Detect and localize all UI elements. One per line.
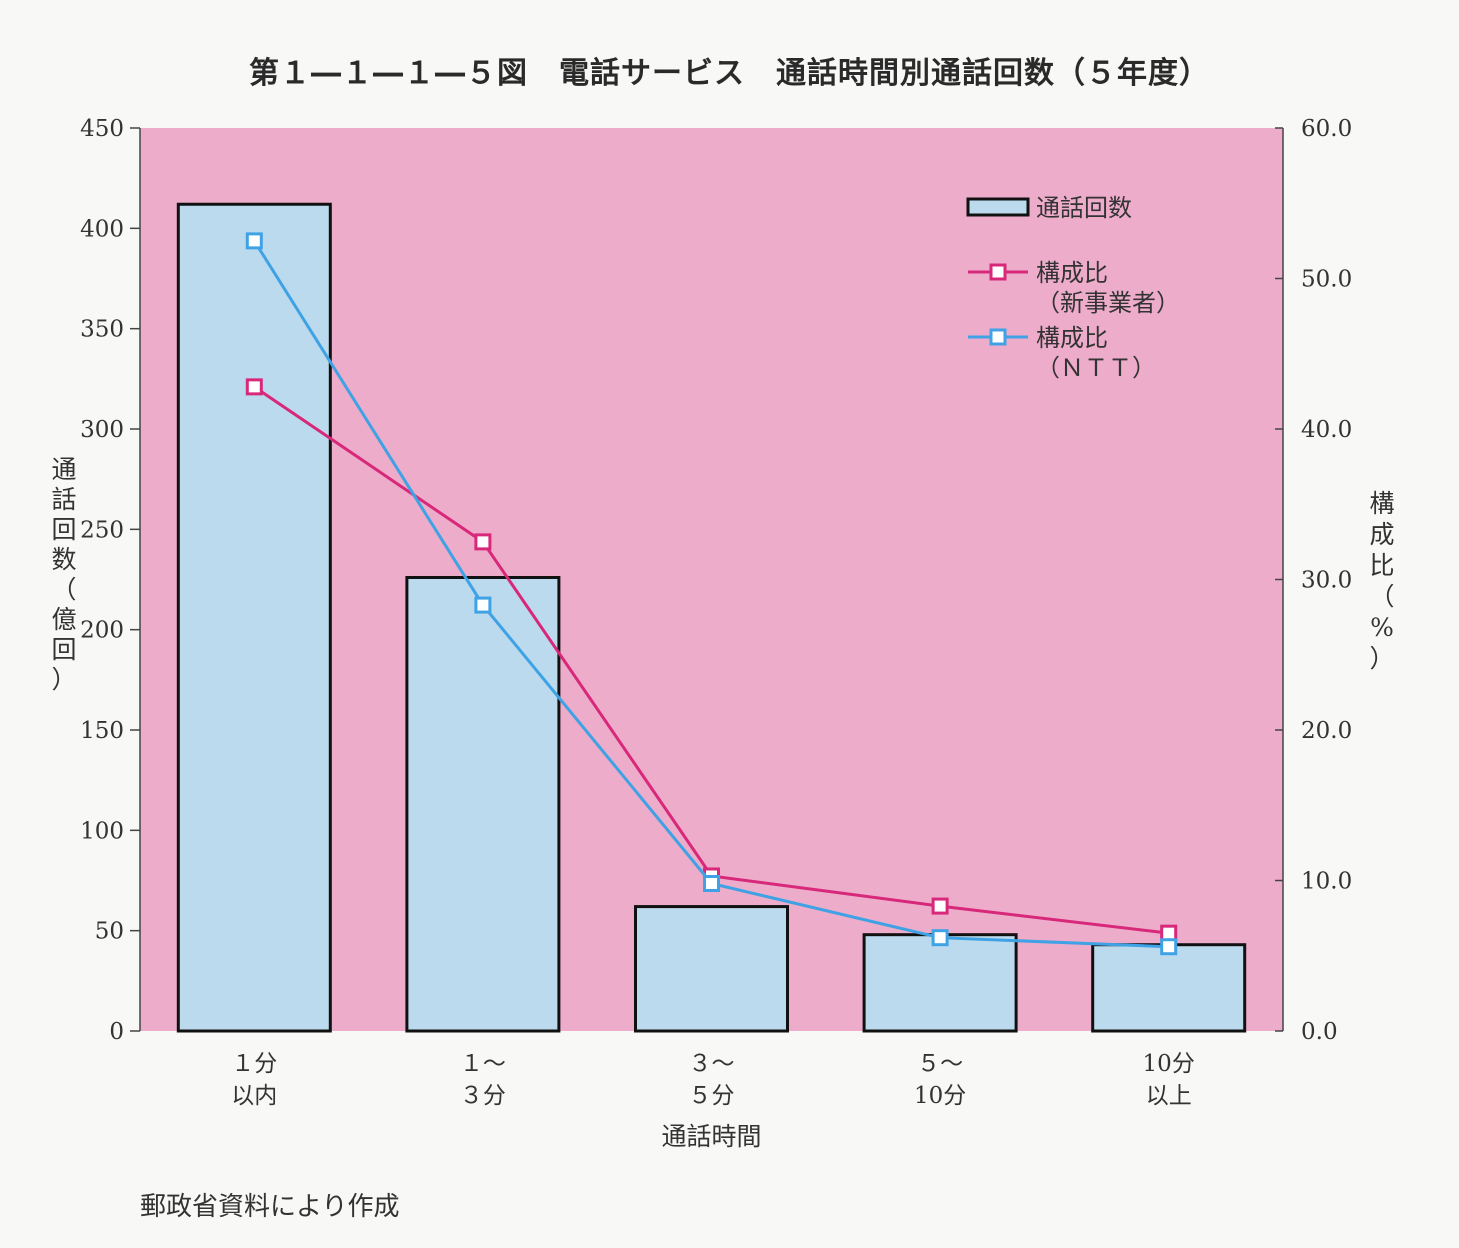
series-2-point-4 xyxy=(931,929,949,947)
left-tick-label: 100 xyxy=(80,818,124,844)
chart-title: 第１―１―１―５図 電話サービス 通話時間別通話回数（５年度） xyxy=(249,56,1210,91)
legend-series-label-1: 構成比 xyxy=(1036,259,1108,287)
chart: 0 50 100 150 200 250 300 350 400 450 0.0 10.0 20.0 30… xyxy=(51,116,1394,1151)
category-label: １分 xyxy=(231,1051,277,1077)
series-1-point-5 xyxy=(1160,924,1178,942)
right-tick-label: 60.0 xyxy=(1301,116,1352,142)
left-axis-title-char: 回 xyxy=(51,515,76,544)
category-label: １～ xyxy=(460,1051,506,1077)
legend-bar-label: 通話回数 xyxy=(1036,194,1132,222)
left-axis-title-char: （ xyxy=(51,575,76,604)
series-1-point-1 xyxy=(245,378,263,396)
left-tick-label: 450 xyxy=(80,116,124,142)
series-1-point-4 xyxy=(931,897,949,915)
right-tick-label: 20.0 xyxy=(1301,718,1352,744)
left-tick-label: 50 xyxy=(95,919,124,945)
series-2-point-5 xyxy=(1160,938,1178,956)
bar-3 xyxy=(634,905,789,1033)
right-axis-title-char: 構 xyxy=(1369,489,1394,518)
right-axis-title-char: 比 xyxy=(1369,551,1394,580)
category-label: ３～ xyxy=(689,1051,735,1077)
bar-2 xyxy=(405,575,561,1033)
right-tick-label: 10.0 xyxy=(1301,869,1352,895)
left-tick-label: 200 xyxy=(80,618,124,644)
category-label: 10分 xyxy=(914,1083,966,1109)
category-label: 以内 xyxy=(231,1083,277,1109)
category-label: ３分 xyxy=(460,1083,506,1109)
left-tick-label: 300 xyxy=(80,417,124,443)
source-note: 郵政省資料により作成 xyxy=(140,1192,400,1222)
left-tick-label: 350 xyxy=(80,317,124,343)
left-axis-title-char: 通 xyxy=(51,455,76,484)
legend-marker-2 xyxy=(989,328,1007,346)
left-tick-label: 250 xyxy=(80,517,124,543)
series-2-point-3 xyxy=(703,875,720,893)
left-axis-title-char: 話 xyxy=(51,485,76,514)
series-2-point-1 xyxy=(245,232,263,250)
series-1-point-2 xyxy=(474,533,492,551)
left-axis-title-char: 億 xyxy=(51,605,76,634)
left-axis-title-char: 数 xyxy=(51,545,76,574)
bar-1 xyxy=(176,202,332,1033)
series-2-point-2 xyxy=(474,596,492,614)
left-tick-label: 150 xyxy=(80,718,124,744)
category-label: 10分 xyxy=(1143,1051,1195,1077)
left-axis-title-char: ） xyxy=(51,665,76,694)
category-label: ５分 xyxy=(689,1083,735,1109)
left-axis-title-char: 回 xyxy=(51,635,76,664)
legend-bar-swatch xyxy=(966,197,1030,217)
bar-5 xyxy=(1091,943,1247,1033)
right-tick-label: 0.0 xyxy=(1301,1019,1338,1045)
legend-marker-1 xyxy=(989,263,1007,281)
category-label: 以上 xyxy=(1146,1083,1192,1109)
right-tick-label: 40.0 xyxy=(1301,417,1352,443)
bar-4 xyxy=(862,933,1018,1033)
x-axis-title: 通話時間 xyxy=(661,1122,761,1151)
legend-series-label-2: （ＮＴＴ） xyxy=(1036,354,1156,382)
left-tick-label: 400 xyxy=(80,216,124,242)
right-tick-label: 30.0 xyxy=(1301,568,1352,594)
right-axis-title-char: 成 xyxy=(1369,520,1394,549)
left-tick-label: 0 xyxy=(109,1019,124,1045)
right-axis-title-char: ） xyxy=(1369,644,1394,673)
right-axis-title-char: % xyxy=(1370,613,1394,642)
category-label: ５～ xyxy=(917,1051,963,1077)
legend-series-label-1: （新事業者） xyxy=(1036,289,1180,317)
right-axis-title-char: （ xyxy=(1369,582,1394,611)
legend-series-label-2: 構成比 xyxy=(1036,324,1108,352)
right-tick-label: 50.0 xyxy=(1301,267,1352,293)
